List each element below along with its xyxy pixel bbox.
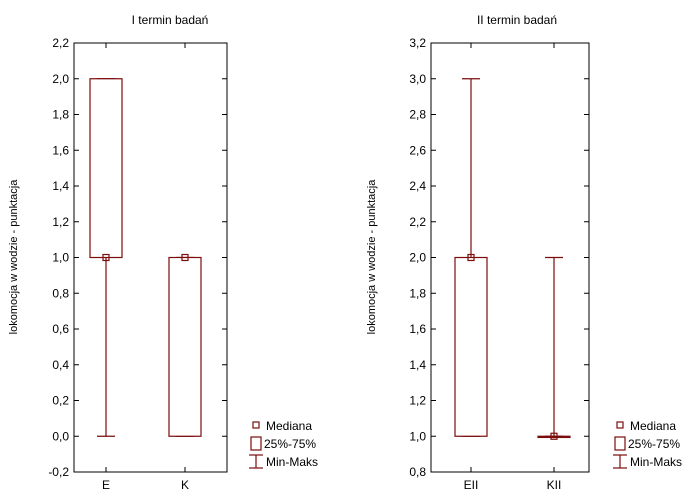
- box-K: [168, 253, 202, 437]
- y-tick-label: 0,2: [52, 394, 69, 408]
- boxes-2: [454, 78, 571, 440]
- legend-median-label-1: Mediana: [266, 419, 312, 433]
- x-axis-2: EII KII: [464, 43, 562, 492]
- y-tick-label: 1,8: [409, 286, 426, 300]
- legend-whisker-marker-2: [613, 454, 627, 469]
- legend-median-label-2: Mediana: [630, 419, 676, 433]
- chart-title-2: II termin badań: [477, 13, 557, 27]
- y-tick-label: -0,2: [48, 465, 69, 479]
- legend-range-label-2: Min-Maks: [630, 455, 682, 469]
- iqr-box: [537, 435, 571, 439]
- y-tick-label: 1,8: [52, 108, 69, 122]
- legend-1: Mediana 25%-75% Min-Maks: [249, 419, 318, 469]
- boxes-1: [89, 78, 202, 437]
- y-axis-1: -0,2 0,0 0,2 0,4 0,6 0,8 1,0 1,2 1,4 1,6 1,8 2,0 2,2: [48, 36, 227, 479]
- y-tick-label: 1,6: [409, 322, 426, 336]
- y-axis-title-2: lokomocja w wodzie - punktacja: [366, 179, 378, 335]
- chart-title-1: I termin badań: [132, 13, 209, 27]
- y-tick-label: 2,8: [409, 108, 426, 122]
- y-tick-label: 2,2: [409, 215, 426, 229]
- y-tick-label: 1,4: [409, 358, 426, 372]
- y-tick-label: 2,4: [409, 179, 426, 193]
- legend-range-label-1: Min-Maks: [266, 455, 318, 469]
- y-tick-label: 1,0: [409, 429, 426, 443]
- y-axis-2: 0,8 1,0 1,2 1,4 1,6 1,8 2,0 2,2 2,4 2,6 2,8 3,0 3,2: [409, 36, 589, 479]
- y-tick-label: 1,2: [52, 215, 69, 229]
- y-tick-label: 1,6: [52, 143, 69, 157]
- median-marker: [102, 253, 110, 262]
- x-tick-label: EII: [464, 478, 479, 492]
- box-KII: [537, 256, 571, 440]
- legend-box-label-1: 25%-75%: [264, 437, 316, 451]
- iqr-box: [454, 256, 488, 437]
- y-tick-label: 0,8: [409, 465, 426, 479]
- iqr-box: [168, 256, 202, 437]
- box-E: [89, 78, 123, 437]
- x-tick-label: E: [102, 478, 110, 492]
- x-tick-label: KII: [547, 478, 562, 492]
- y-tick-label: 0,4: [52, 358, 69, 372]
- chart-panel-1: I termin badań lokomocja w wodzie - punk…: [8, 13, 228, 492]
- legend-box-marker-1: [250, 436, 262, 451]
- chart-panel-2: II termin badań lokomocja w wodzie - pun…: [366, 13, 590, 492]
- y-tick-label: 1,2: [409, 394, 426, 408]
- box-EII: [454, 78, 488, 437]
- median-marker: [550, 432, 558, 440]
- legend-2: Mediana 25%-75% Min-Maks: [613, 419, 682, 469]
- legend-box-marker-2: [614, 436, 626, 451]
- y-tick-label: 1,4: [52, 179, 69, 193]
- y-tick-label: 0,6: [52, 322, 69, 336]
- y-tick-label: 3,0: [409, 72, 426, 86]
- y-axis-title-1: lokomocja w wodzie - punktacja: [8, 179, 20, 335]
- y-tick-label: 0,0: [52, 429, 69, 443]
- legend-median-marker-1: [252, 421, 260, 429]
- y-tick-label: 2,0: [52, 72, 69, 86]
- y-tick-label: 2,2: [52, 36, 69, 50]
- median-marker: [467, 253, 475, 262]
- legend-median-marker-2: [616, 421, 624, 429]
- y-tick-label: 3,2: [409, 36, 426, 50]
- y-tick-label: 2,0: [409, 251, 426, 265]
- y-tick-label: 0,8: [52, 286, 69, 300]
- x-tick-label: K: [181, 478, 189, 492]
- legend-box-label-2: 25%-75%: [628, 437, 680, 451]
- iqr-box: [89, 78, 123, 259]
- legend-whisker-marker-1: [249, 454, 263, 469]
- median-marker: [181, 253, 189, 262]
- y-tick-label: 1,0: [52, 251, 69, 265]
- y-tick-label: 2,6: [409, 143, 426, 157]
